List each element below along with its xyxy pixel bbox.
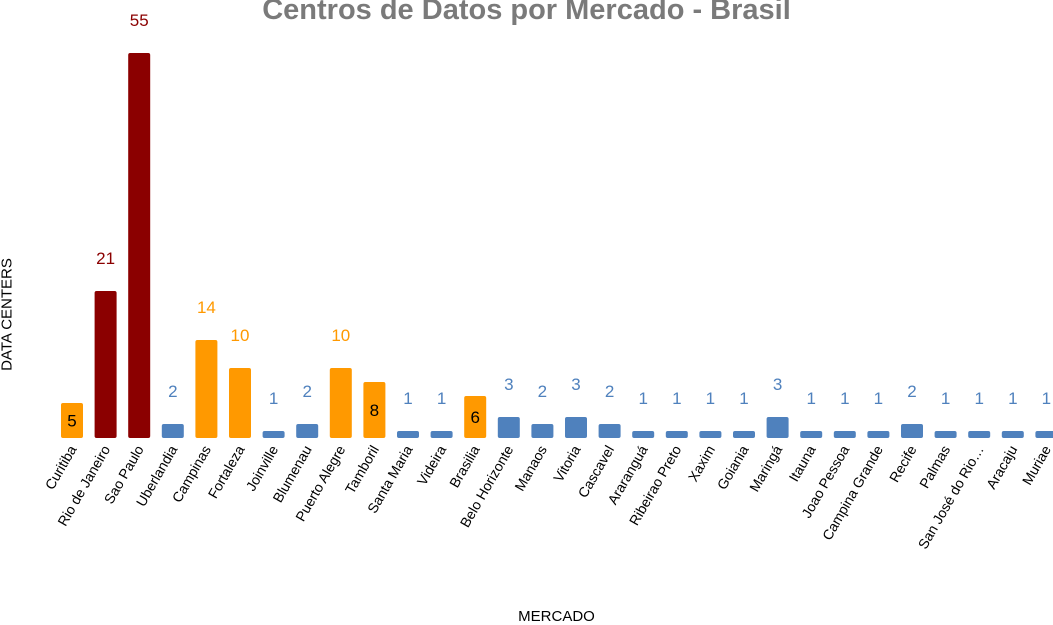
value-label-20: 1: [739, 389, 748, 408]
category-label-14: Manaos: [511, 443, 550, 494]
value-label-6: 1: [269, 389, 278, 408]
bar-11: [430, 431, 453, 438]
value-label-19: 1: [706, 389, 715, 408]
category-label-22: Itauna: [785, 442, 818, 484]
value-label-22: 1: [806, 389, 815, 408]
bar-22: [800, 431, 823, 438]
category-label-15: Vitoria: [550, 442, 584, 484]
bar-23: [833, 431, 856, 438]
category-label-21: Maringá: [746, 442, 785, 494]
value-label-24: 1: [874, 389, 883, 408]
bar-1: [94, 291, 117, 438]
bar-2: [128, 53, 151, 438]
value-label-16: 2: [605, 382, 614, 401]
category-label-28: Aracaju: [983, 443, 1021, 492]
value-label-29: 1: [1042, 389, 1051, 408]
value-label-13: 3: [504, 375, 513, 394]
value-label-3: 2: [168, 382, 177, 401]
bars-group: [61, 53, 1053, 438]
bar-20: [733, 431, 755, 438]
bar-24: [867, 431, 890, 438]
bar-28: [1001, 431, 1024, 438]
category-label-12: Brasilia: [446, 442, 483, 490]
bar-19: [699, 431, 722, 438]
value-label-14: 2: [538, 382, 547, 401]
bar-18: [665, 431, 688, 438]
bar-29: [1035, 431, 1053, 438]
bar-27: [968, 431, 991, 438]
value-label-5: 10: [231, 326, 250, 345]
value-label-21: 3: [773, 375, 782, 394]
value-label-26: 1: [941, 389, 950, 408]
x-axis-label: MERCADO: [518, 608, 595, 625]
value-label-28: 1: [1008, 389, 1017, 408]
value-label-27: 1: [974, 389, 983, 408]
bar-6: [262, 431, 285, 438]
value-label-17: 1: [638, 389, 647, 408]
value-label-12: 6: [470, 408, 479, 427]
category-label-11: Videira: [414, 442, 450, 488]
bar-7: [296, 424, 319, 438]
value-label-23: 1: [840, 389, 849, 408]
bar-0: [61, 403, 83, 438]
bar-17: [632, 431, 655, 438]
value-label-9: 8: [370, 401, 379, 420]
value-label-11: 1: [437, 389, 446, 408]
value-label-25: 2: [907, 382, 916, 401]
bar-26: [934, 431, 957, 438]
bar-15: [565, 417, 587, 438]
value-label-4: 14: [197, 298, 216, 317]
value-label-15: 3: [571, 375, 580, 394]
value-label-7: 2: [302, 382, 311, 401]
category-label-19: Xaxim: [685, 443, 718, 485]
value-label-0: 5: [67, 412, 76, 431]
value-label-10: 1: [403, 389, 412, 408]
bar-13: [497, 417, 520, 438]
category-label-29: Muriae: [1019, 442, 1053, 487]
chart-title: Centros de Datos por Mercado - Brasil: [262, 0, 791, 26]
bar-3: [161, 424, 184, 438]
bar-4: [195, 340, 218, 438]
bar-25: [901, 424, 923, 438]
bar-21: [766, 417, 789, 438]
value-label-8: 10: [331, 326, 350, 345]
value-label-2: 55: [130, 11, 149, 30]
category-label-26: Palmas: [916, 443, 953, 491]
value-label-1: 21: [96, 249, 115, 268]
bar-10: [397, 431, 419, 438]
bar-5: [229, 368, 251, 438]
category-label-27: San José do Rio…: [915, 443, 987, 552]
bar-8: [329, 368, 352, 438]
category-label-25: Recife: [886, 442, 920, 485]
bar-14: [531, 424, 554, 438]
bar-12: [464, 396, 487, 438]
bar-9: [363, 382, 386, 438]
value-label-18: 1: [672, 389, 681, 408]
bar-16: [598, 424, 621, 438]
